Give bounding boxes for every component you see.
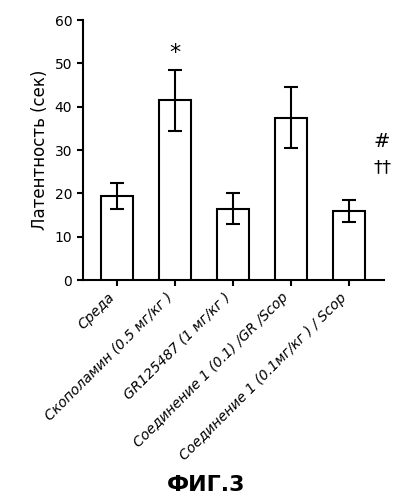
Bar <box>333 210 365 280</box>
Text: #: # <box>374 132 390 151</box>
Bar <box>159 100 191 280</box>
Bar <box>217 208 249 280</box>
Bar <box>275 118 307 280</box>
Text: *: * <box>170 44 181 64</box>
Y-axis label: Латентность (сек): Латентность (сек) <box>31 70 49 230</box>
Bar <box>102 196 133 280</box>
Text: ФИГ.3: ФИГ.3 <box>167 475 246 495</box>
Text: ††: †† <box>374 158 392 176</box>
